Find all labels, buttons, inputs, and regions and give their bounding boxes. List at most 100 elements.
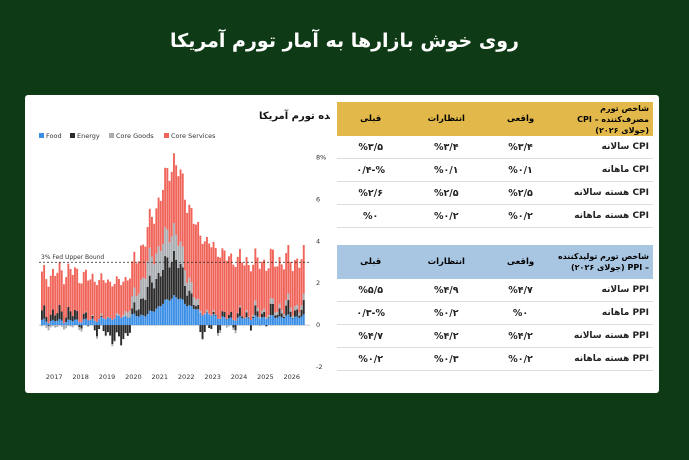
bar-segment: [96, 325, 98, 337]
bar-segment: [179, 298, 182, 326]
bar-segment: [199, 235, 202, 311]
bar-segment: [247, 265, 250, 317]
legend-swatch: [70, 133, 75, 138]
bar-segment: [261, 310, 263, 314]
cpi-col-expected: انتظارات: [427, 114, 465, 124]
table-row: CPI سالانه %۳/۴ %۳/۴ %۳/۵: [337, 136, 653, 159]
bar-segment: [228, 256, 230, 315]
bar-segment: [80, 325, 83, 329]
bar-segment: [82, 271, 85, 314]
bar-segment: [173, 153, 175, 224]
bar-segment: [221, 311, 224, 317]
bar-segment: [85, 312, 87, 319]
bar-segment: [188, 277, 191, 291]
bar-segment: [234, 266, 237, 321]
actual-value: %۲/۵: [488, 181, 553, 205]
bar-segment: [265, 318, 268, 326]
expected-value: %۴/۲: [404, 324, 489, 348]
bar-segment: [102, 318, 105, 326]
bar-segment: [225, 325, 228, 328]
bar-segment: [203, 313, 206, 315]
bar-segment: [54, 325, 57, 328]
bar-segment: [208, 243, 211, 314]
bar-segment: [274, 317, 277, 326]
bar-segment: [58, 304, 61, 319]
ppi-table-header: شاخص تورم تولیدکننده – PPI (جولای ۲۰۲۶) …: [337, 245, 653, 279]
bar-segment: [126, 312, 129, 318]
bar-segment: [144, 278, 147, 301]
bar-segment: [214, 248, 217, 315]
bar-segment: [184, 303, 186, 326]
bar-segment: [254, 315, 257, 326]
bar-segment: [170, 171, 173, 237]
bar-segment: [104, 335, 107, 337]
bar-segment: [56, 320, 59, 326]
bar-segment: [181, 173, 184, 247]
bar-segment: [269, 298, 272, 304]
bar-segment: [232, 325, 235, 328]
cpi-table-header: شاخص تورم مصرف‌کننده – CPI (جولای ۲۰۲۶) …: [337, 102, 653, 136]
bar-segment: [192, 297, 195, 306]
bar-segment: [278, 316, 281, 326]
bar-segment: [135, 316, 138, 326]
bar-segment: [265, 317, 268, 319]
bar-segment: [93, 325, 96, 331]
bar-segment: [76, 268, 79, 312]
bar-segment: [245, 257, 248, 311]
row-label: PPI هسته ماهانه: [553, 347, 653, 371]
bar-segment: [195, 299, 197, 307]
bar-segment: [223, 311, 226, 318]
table-row: PPI سالانه %۴/۷ %۴/۹ %۵/۵: [337, 279, 653, 302]
legend-label: Core Goods: [116, 132, 154, 140]
bar-segment: [300, 316, 303, 326]
bar-segment: [230, 317, 233, 326]
bar-segment: [67, 263, 70, 307]
bar-segment: [65, 277, 68, 318]
y-tick-label: -2: [316, 363, 322, 371]
bar-segment: [146, 227, 149, 262]
bar-segment: [109, 281, 112, 318]
previous-value: %-۰/۴: [337, 158, 405, 182]
bar-segment: [91, 314, 94, 316]
bar-segment: [221, 316, 224, 326]
bar-segment: [280, 309, 283, 314]
bar-segment: [256, 311, 259, 317]
bar-segment: [250, 271, 252, 321]
bar-segment: [80, 283, 83, 323]
bar-segment: [45, 321, 48, 326]
bar-segment: [133, 287, 136, 303]
bar-segment: [294, 310, 296, 317]
bar-segment: [245, 312, 248, 318]
bar-segment: [76, 319, 79, 326]
bar-segment: [184, 270, 186, 286]
row-label: PPI هسته سالانه: [553, 324, 653, 348]
bar-segment: [285, 253, 288, 301]
bar-segment: [78, 283, 81, 323]
bar-segment: [74, 267, 76, 310]
bar-segment: [65, 325, 68, 329]
previous-value: %۵/۵: [337, 279, 405, 302]
bar-segment: [234, 325, 237, 331]
bar-segment: [223, 250, 226, 312]
bar-segment: [41, 310, 43, 320]
bar-segment: [60, 311, 63, 321]
bar-segment: [241, 316, 244, 319]
bar-segment: [54, 321, 57, 326]
bar-segment: [261, 261, 263, 311]
bar-segment: [267, 315, 270, 318]
x-tick-label: 2018: [72, 373, 89, 381]
bar-segment: [283, 314, 285, 317]
bar-segment: [144, 316, 147, 326]
bar-segment: [247, 316, 250, 318]
bar-segment: [157, 306, 160, 326]
bar-segment: [261, 313, 263, 318]
bar-segment: [104, 325, 107, 336]
bar-segment: [47, 325, 50, 326]
bar-segment: [245, 310, 248, 313]
bar-segment: [302, 300, 305, 315]
bar-segment: [120, 285, 123, 318]
bar-segment: [239, 307, 241, 317]
bar-segment: [115, 315, 118, 326]
bar-segment: [89, 279, 92, 320]
bar-segment: [43, 305, 46, 319]
